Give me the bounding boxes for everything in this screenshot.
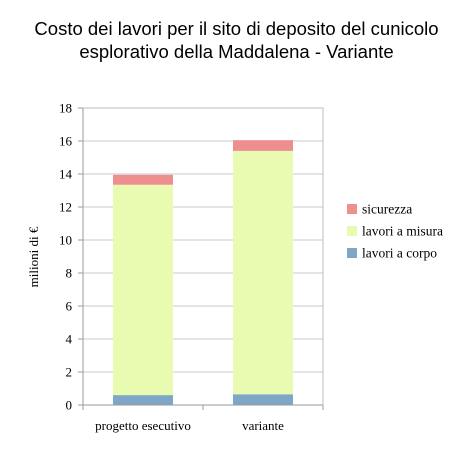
bar-segment-lavori-a-misura-1 <box>233 150 293 395</box>
legend-label: lavori a corpo <box>362 246 437 261</box>
bar-segment-lavori-a-misura-0 <box>113 184 173 396</box>
bar-segment-sicurezza-0 <box>113 174 173 185</box>
legend: sicurezza lavori a misura lavori a corpo <box>347 202 443 261</box>
legend-swatch <box>347 226 357 236</box>
bars <box>113 140 293 405</box>
axes <box>78 107 324 410</box>
y-tick-label: 4 <box>66 332 73 347</box>
y-tick-label: 2 <box>66 365 73 380</box>
y-tick-label: 14 <box>59 167 73 182</box>
tick-labels: 0 2 4 6 8 10 12 14 16 18 progetto esecutivo variant… <box>59 101 284 434</box>
y-tick-label: 18 <box>59 101 72 116</box>
y-tick-label: 10 <box>59 233 72 248</box>
chart-title: Costo dei lavori per il sito di deposito… <box>0 17 473 63</box>
bar-segment-lavori-a-corpo-0 <box>113 395 173 405</box>
y-tick-label: 16 <box>59 134 73 149</box>
x-tick-label: variante <box>242 418 284 433</box>
x-tick-label: progetto esecutivo <box>95 418 191 433</box>
y-tick-label: 6 <box>66 299 73 314</box>
legend-label: sicurezza <box>362 202 412 217</box>
y-axis-title: milioni di € <box>26 226 41 287</box>
bar-segment-lavori-a-corpo-1 <box>233 394 293 405</box>
legend-swatch <box>347 204 357 214</box>
bar-segment-sicurezza-1 <box>233 140 293 151</box>
chart-title-line-2: esplorativo della Maddalena - Variante <box>79 41 394 62</box>
y-tick-label: 12 <box>59 200 72 215</box>
legend-label: lavori a misura <box>362 224 443 239</box>
y-tick-label: 8 <box>66 266 73 281</box>
chart-title-line-1: Costo dei lavori per il sito di deposito… <box>34 18 439 39</box>
y-tick-label: 0 <box>66 398 73 413</box>
legend-swatch <box>347 248 357 258</box>
